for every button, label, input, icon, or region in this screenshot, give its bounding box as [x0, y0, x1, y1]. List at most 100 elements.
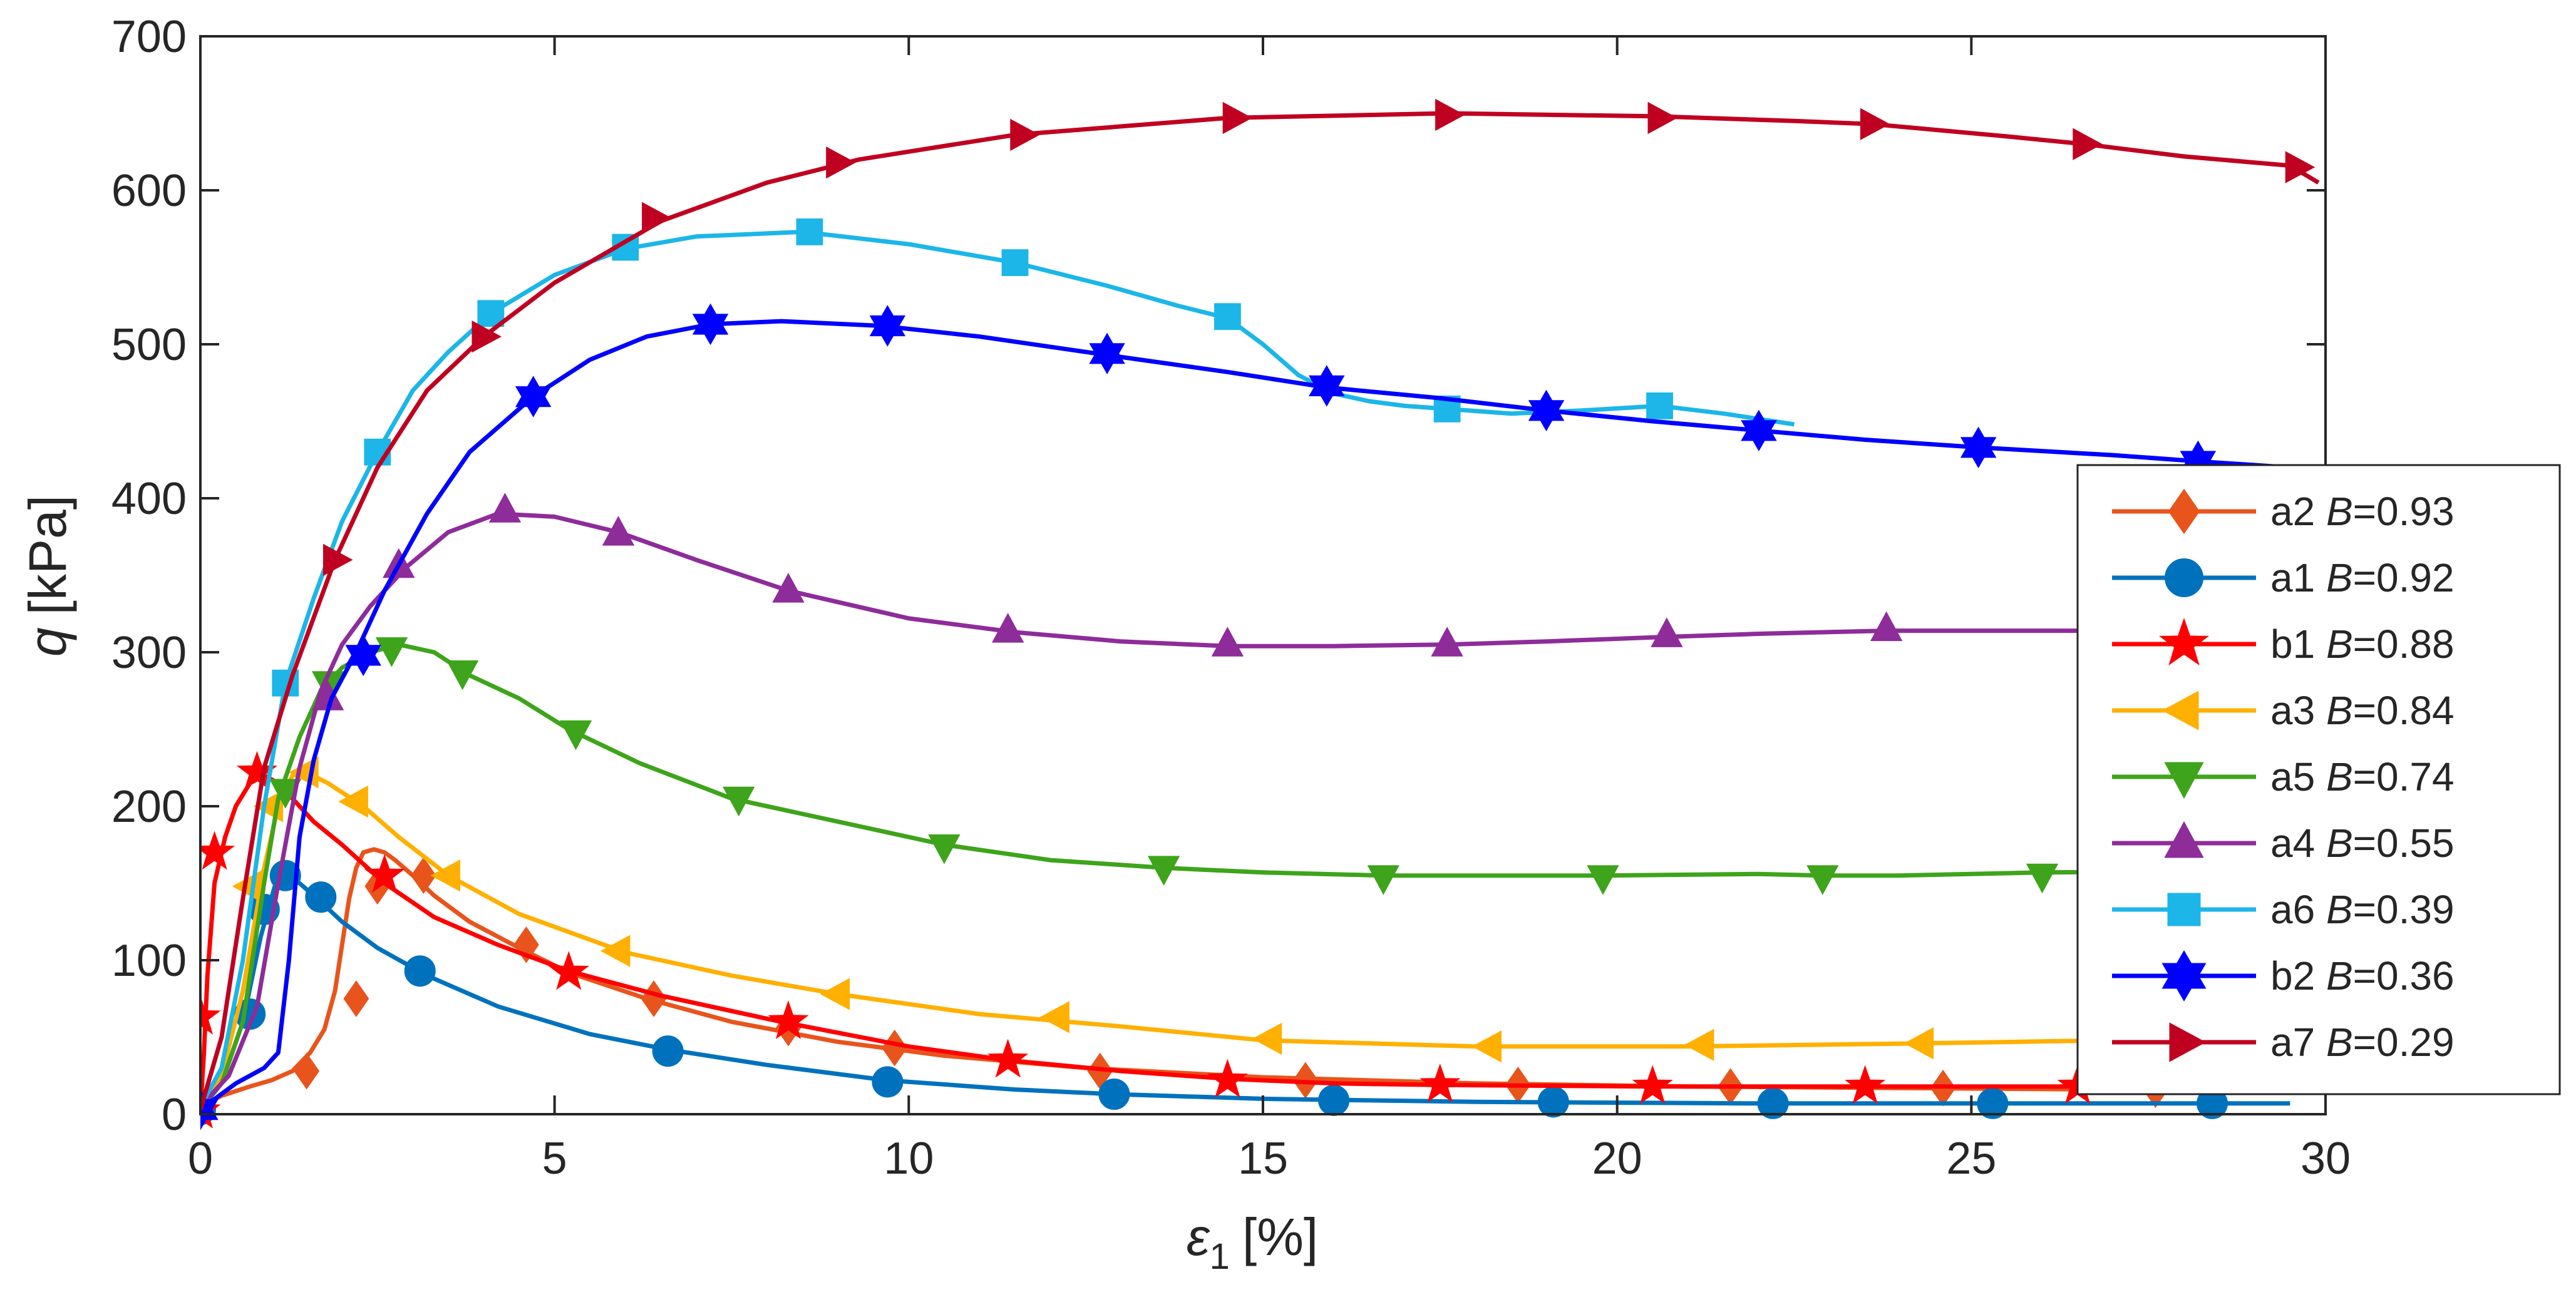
- data-point-b2: [1528, 389, 1565, 432]
- legend-label-value: =0.74: [2353, 754, 2455, 799]
- legend-item-b2: b2 B=0.36: [2112, 950, 2455, 1002]
- series-line-b2: [200, 319, 2326, 1112]
- x-axis-title-subscript: 1: [1210, 1236, 1230, 1277]
- data-point-b2: [515, 376, 552, 418]
- legend-label-b: B: [2326, 754, 2353, 799]
- data-point-a4: [772, 573, 805, 603]
- x-tick-label: 15: [1238, 1134, 1288, 1184]
- data-point-a1: [1537, 1086, 1569, 1118]
- data-point-b2: [345, 634, 381, 677]
- data-point-a2: [294, 1052, 320, 1090]
- x-axis-title-symbol: ε: [1187, 1207, 1210, 1266]
- data-point-b2: [869, 305, 906, 347]
- data-point-a7: [1860, 108, 1890, 140]
- series-line-b1: [200, 773, 2290, 1112]
- legend-label-id: a3: [2270, 688, 2326, 733]
- data-point-a7: [1435, 98, 1465, 131]
- legend-item-b1: b1 B=0.88: [2112, 617, 2455, 667]
- data-point-a7: [2285, 151, 2316, 183]
- legend-label-b: B: [2326, 555, 2353, 600]
- data-point-a4: [602, 516, 635, 546]
- data-point-b1: [548, 951, 589, 990]
- y-axis-title: q [kPa]: [18, 495, 77, 657]
- data-point-a7: [2073, 128, 2103, 160]
- y-tick-label: 200: [111, 782, 187, 832]
- data-point-a1: [872, 1066, 904, 1098]
- data-point-a6: [1646, 392, 1673, 419]
- data-point-a7: [826, 146, 856, 179]
- series-layer: [200, 98, 2326, 1130]
- data-point-a5: [1806, 865, 1839, 895]
- data-point-a4: [1211, 627, 1244, 657]
- data-point-b2: [1089, 332, 1125, 375]
- legend-label: a2 B=0.93: [2270, 489, 2455, 534]
- legend-label-id: b2: [2270, 953, 2326, 998]
- data-point-b1: [1632, 1065, 1673, 1104]
- data-point-a2: [410, 857, 436, 894]
- series-line-a7: [200, 111, 2320, 1110]
- legend-label-value: =0.84: [2353, 688, 2455, 733]
- legend-marker-a5: [2164, 762, 2204, 799]
- legend-label-value: =0.36: [2353, 953, 2455, 998]
- data-point-a3: [600, 935, 631, 967]
- legend-label: a1 B=0.92: [2270, 555, 2455, 600]
- data-point-a2: [343, 980, 369, 1017]
- x-tick-label: 10: [884, 1134, 934, 1184]
- x-ticks: 0 5 10 15 20 25 30: [188, 36, 2351, 1184]
- data-point-a6: [1214, 303, 1241, 331]
- series-a7: [200, 98, 2320, 1110]
- data-point-a3: [820, 978, 850, 1010]
- series-a4: [200, 493, 2290, 1109]
- data-point-a3: [1471, 1030, 1502, 1063]
- series-a1: [200, 859, 2290, 1125]
- legend-marker-a4: [2164, 821, 2204, 858]
- legend-label: b2 B=0.36: [2270, 953, 2455, 998]
- data-point-a7: [1222, 101, 1253, 135]
- legend-marker-b2: [2161, 950, 2207, 1002]
- data-point-a2: [641, 980, 667, 1017]
- legend-label-id: a5: [2270, 754, 2326, 799]
- series-a6: [200, 218, 1795, 1108]
- data-point-a7: [1647, 101, 1678, 135]
- data-point-a3: [1039, 1001, 1069, 1033]
- y-tick-label: 500: [111, 320, 187, 370]
- data-point-b2: [1741, 409, 1777, 452]
- data-point-a2: [882, 1029, 908, 1067]
- y-axis-title-symbol: q: [18, 627, 77, 657]
- data-point-a7: [1010, 118, 1040, 151]
- data-point-b1: [768, 1000, 809, 1040]
- legend-label-b: B: [2326, 887, 2353, 932]
- legend-item-a2: a2 B=0.93: [2112, 488, 2455, 535]
- data-point-a1: [1098, 1079, 1130, 1110]
- data-point-a4: [1431, 627, 1463, 657]
- legend-label-value: =0.55: [2353, 821, 2455, 866]
- data-point-a7: [323, 543, 353, 577]
- y-axis-title-unit: [kPa]: [18, 495, 77, 615]
- legend-marker-a7: [2169, 1022, 2207, 1062]
- data-point-a3: [1252, 1022, 1282, 1055]
- legend-label-id: a7: [2270, 1020, 2326, 1065]
- legend-label: a6 B=0.39: [2270, 887, 2455, 932]
- data-point-b1: [987, 1038, 1029, 1078]
- series-b1: [200, 751, 2290, 1129]
- data-point-a7: [471, 320, 502, 353]
- series-line-a4: [200, 511, 2290, 1109]
- y-tick-label: 700: [111, 12, 187, 62]
- series-a2: [200, 847, 2290, 1125]
- data-point-a1: [305, 881, 337, 913]
- data-point-a5: [2026, 863, 2059, 894]
- legend-label: b1 B=0.88: [2270, 622, 2455, 667]
- data-point-a5: [375, 637, 408, 667]
- data-point-a4: [1651, 617, 1683, 647]
- x-tick-label: 20: [1592, 1134, 1642, 1184]
- legend-label-id: a4: [2270, 821, 2326, 866]
- legend-marker-b1: [2158, 617, 2210, 666]
- y-tick-label: 300: [111, 628, 187, 678]
- legend-box: [2076, 464, 2561, 1095]
- y-tick-label: 600: [111, 166, 187, 216]
- series-line-a6: [200, 229, 1795, 1108]
- data-point-a5: [1147, 856, 1180, 886]
- legend-marker-a1: [2165, 558, 2203, 597]
- data-point-b1: [1419, 1064, 1461, 1102]
- legend-item-a1: a1 B=0.92: [2112, 555, 2455, 600]
